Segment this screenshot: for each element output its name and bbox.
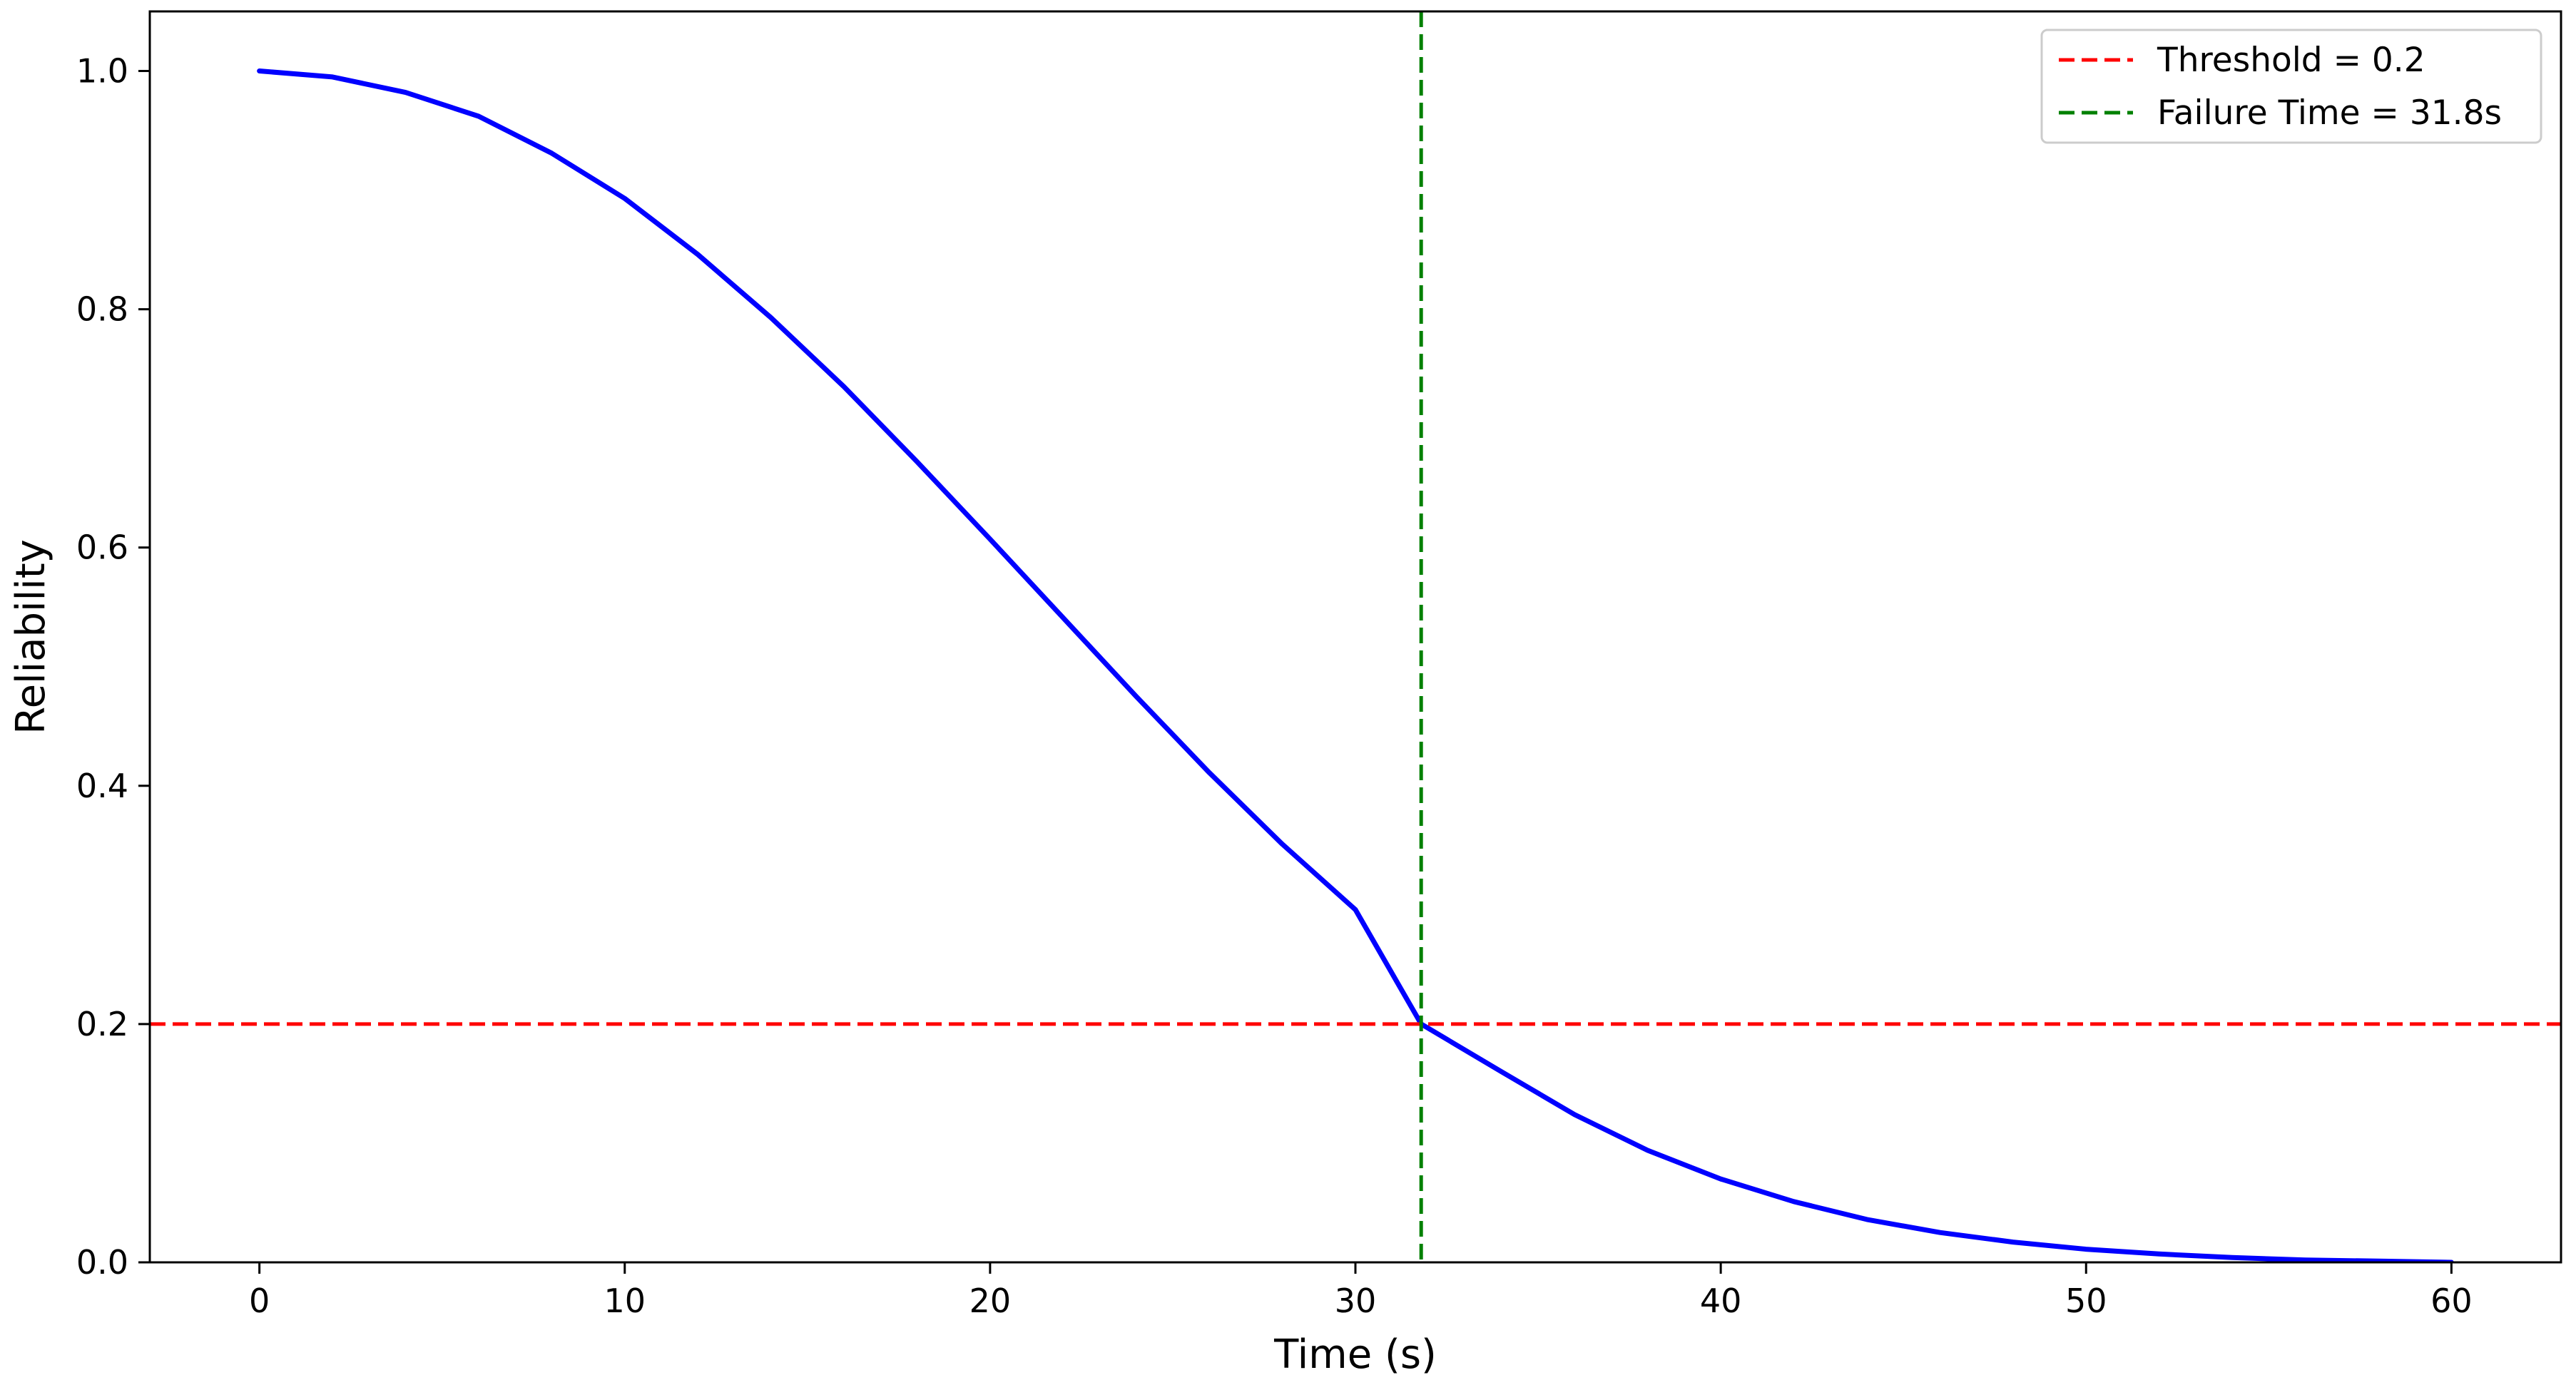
legend: Threshold = 0.2 Failure Time = 31.8s: [2040, 29, 2542, 144]
x-tick-label: 50: [2065, 1282, 2107, 1320]
x-tick-label: 30: [1335, 1282, 1377, 1320]
legend-box: [2040, 29, 2542, 144]
x-tick-label: 60: [2430, 1282, 2473, 1320]
y-tick-label: 0.2: [76, 1005, 128, 1043]
y-tick-label: 0.0: [76, 1243, 128, 1282]
ticks-layer: 0 10 20 30 40 50 60 0.0 0.2 0.4 0.6 0.8 1.0: [76, 52, 2473, 1320]
marks-layer: [150, 11, 2561, 1262]
x-axis-label: Time (s): [1273, 1332, 1437, 1378]
series-line-0: [257, 68, 2454, 1262]
axis-labels-layer: Time (s) Reliability: [8, 539, 1437, 1378]
y-axis-label: Reliability: [8, 539, 54, 735]
y-tick-label: 0.6: [76, 528, 128, 567]
y-tick-label: 0.8: [76, 290, 128, 329]
plot-area: [150, 11, 2561, 1262]
x-tick-label: 0: [249, 1282, 270, 1320]
x-tick-label: 20: [969, 1282, 1012, 1320]
y-tick-label: 1.0: [76, 52, 128, 91]
x-tick-label: 10: [604, 1282, 646, 1320]
y-tick-label: 0.4: [76, 767, 128, 805]
legend-entry: Failure Time = 31.8s: [2157, 93, 2502, 133]
x-tick-label: 40: [1700, 1282, 1742, 1320]
legend-entry: Threshold = 0.2: [2157, 41, 2425, 80]
